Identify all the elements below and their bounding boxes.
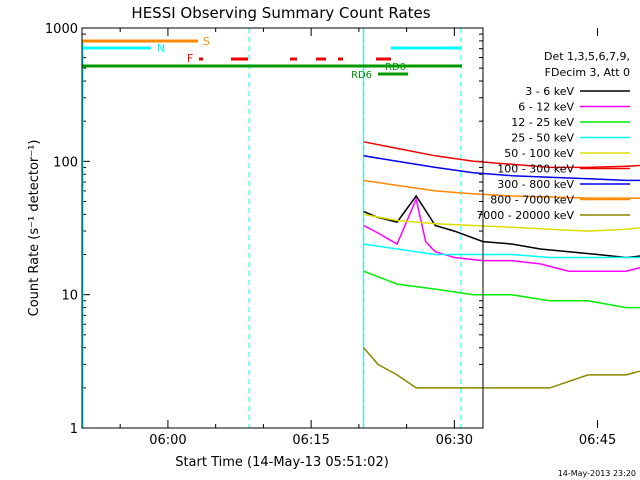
chart-title: HESSI Observing Summary Count Rates bbox=[131, 4, 430, 22]
x-tick-label: 06:00 bbox=[149, 433, 186, 448]
legend: 3 - 6 keV 6 - 12 keV 12 - 25 keV 25 - 50 ke… bbox=[476, 85, 630, 222]
legend-label: 300 - 800 keV bbox=[497, 178, 574, 191]
flag-label-f: F bbox=[187, 52, 193, 65]
series-line bbox=[363, 213, 640, 232]
plot-frame bbox=[81, 27, 484, 429]
legend-label: 25 - 50 keV bbox=[511, 132, 574, 145]
plot-area: 110100100006:0006:1506:3006:4507:0007:15… bbox=[45, 22, 640, 448]
series-line bbox=[363, 196, 640, 272]
y-axis-label: Count Rate (s⁻¹ detector⁻¹) bbox=[27, 140, 42, 317]
y-tick-label: 100 bbox=[53, 155, 78, 170]
legend-header-line1: Det 1,3,5,6,7,9, bbox=[544, 50, 630, 63]
series-line bbox=[363, 243, 640, 259]
legend-label: 100 - 300 keV bbox=[497, 163, 574, 176]
legend-header-line2: FDecim 3, Att 0 bbox=[545, 66, 630, 79]
x-tick-label: 06:15 bbox=[292, 433, 329, 448]
legend-label: 7000 - 20000 keV bbox=[476, 209, 574, 222]
y-tick-label: 10 bbox=[61, 289, 78, 304]
flag-label-rd0: RD0 bbox=[385, 62, 406, 73]
series-line bbox=[363, 141, 640, 169]
series-line bbox=[363, 194, 640, 259]
series-line bbox=[363, 179, 640, 199]
flag-label-s: S bbox=[203, 35, 210, 48]
x-tick-label: 06:45 bbox=[579, 433, 616, 448]
y-tick-label: 1000 bbox=[45, 22, 78, 37]
timestamp: 14-May-2013 23:20 bbox=[558, 469, 636, 478]
series-line bbox=[363, 155, 640, 182]
legend-label: 12 - 25 keV bbox=[511, 116, 574, 129]
series-line bbox=[363, 270, 640, 309]
legend-label: 800 - 7000 keV bbox=[490, 194, 574, 207]
legend-label: 3 - 6 keV bbox=[525, 85, 574, 98]
x-tick-label: 06:30 bbox=[436, 433, 473, 448]
flag-label-n: N bbox=[157, 42, 165, 55]
legend-label: 6 - 12 keV bbox=[518, 101, 574, 114]
y-tick-label: 1 bbox=[70, 422, 78, 437]
x-axis-label: Start Time (14-May-13 05:51:02) bbox=[175, 455, 389, 470]
flag-label-rd6: RD6 bbox=[351, 70, 372, 81]
legend-label: 50 - 100 keV bbox=[504, 147, 574, 160]
series-line bbox=[363, 347, 640, 389]
